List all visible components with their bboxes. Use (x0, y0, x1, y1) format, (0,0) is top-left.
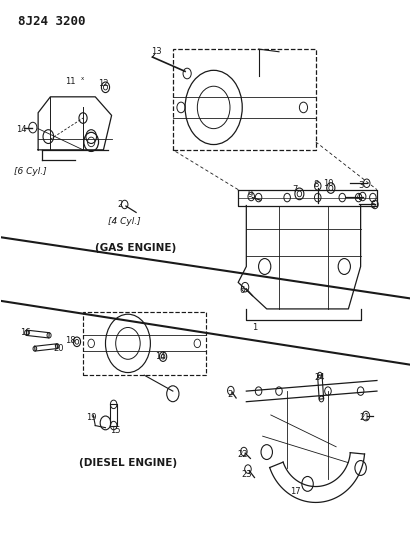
Text: 13: 13 (151, 47, 162, 56)
Text: 14: 14 (155, 352, 166, 361)
Text: 7: 7 (293, 185, 298, 194)
Text: 12: 12 (98, 79, 109, 88)
Text: 17: 17 (290, 487, 300, 496)
Text: 20: 20 (53, 344, 64, 353)
Text: 24: 24 (314, 373, 325, 382)
Text: 22: 22 (237, 450, 247, 459)
Text: 18: 18 (65, 336, 76, 345)
Text: 8: 8 (313, 180, 319, 189)
Text: 19: 19 (86, 413, 97, 422)
Text: 2: 2 (117, 200, 122, 209)
Text: 6: 6 (240, 286, 245, 295)
Text: (DIESEL ENGINE): (DIESEL ENGINE) (79, 458, 177, 467)
Text: 5: 5 (370, 201, 376, 210)
Text: 15: 15 (111, 426, 121, 435)
Text: x: x (81, 76, 84, 81)
Text: [4 Cyl.]: [4 Cyl.] (108, 217, 140, 226)
Text: 4: 4 (356, 193, 361, 202)
Text: 3: 3 (358, 181, 363, 190)
Bar (173, 49, 316, 150)
Text: 23: 23 (241, 470, 252, 479)
Text: 21: 21 (360, 413, 370, 422)
Text: 10: 10 (323, 179, 333, 188)
Text: 2: 2 (227, 390, 233, 399)
Text: 8J24 3200: 8J24 3200 (18, 14, 85, 28)
Text: 16: 16 (21, 328, 31, 337)
Text: 1: 1 (252, 323, 257, 332)
Text: 14: 14 (16, 125, 27, 134)
Text: [6 Cyl.]: [6 Cyl.] (14, 166, 46, 175)
Text: (GAS ENGINE): (GAS ENGINE) (95, 243, 177, 253)
Text: 11: 11 (65, 77, 76, 86)
Bar (83, 312, 206, 375)
Text: 9: 9 (248, 190, 253, 199)
